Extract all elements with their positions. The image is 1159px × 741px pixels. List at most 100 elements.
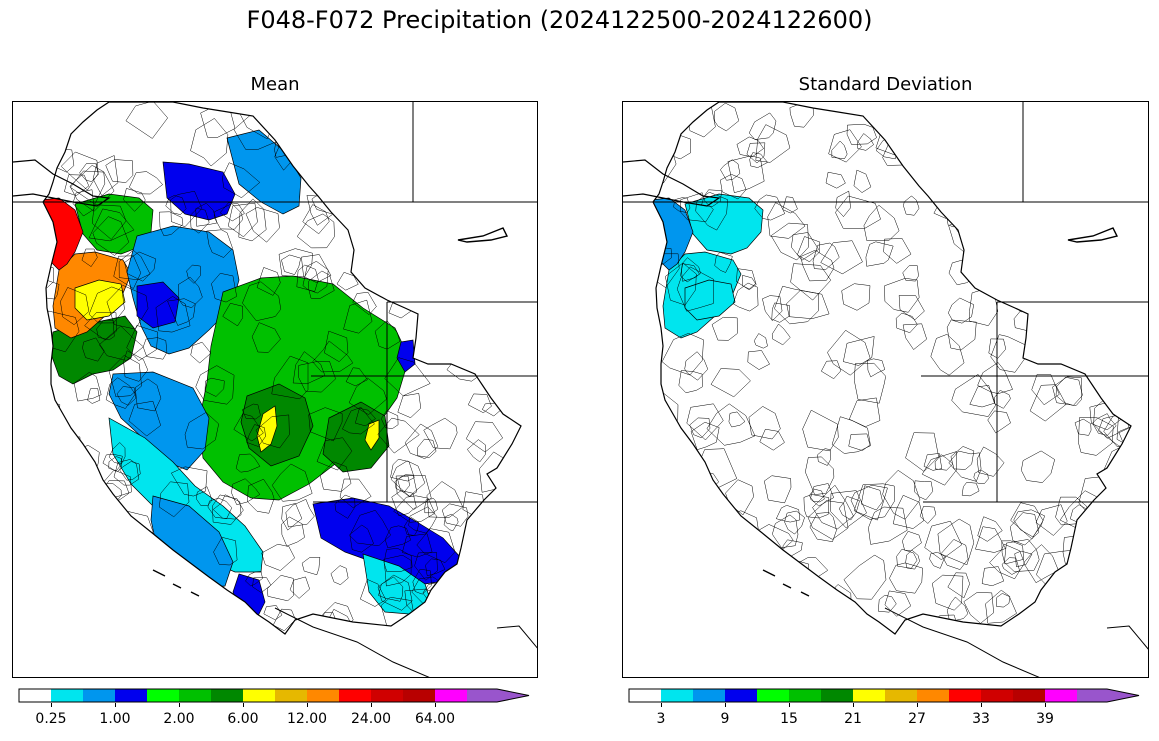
mean-basin-boundary (186, 264, 202, 284)
mean-basin-boundary (308, 270, 335, 299)
std-basin-boundary (861, 485, 883, 511)
std-basin-boundary (728, 411, 746, 428)
mean-basin-boundary (289, 576, 310, 599)
mean-basin-boundary (394, 475, 410, 493)
mean-map (12, 101, 538, 678)
mean-basin-boundary (411, 611, 446, 634)
mean-colorbar-extend (467, 689, 529, 702)
mean-basin-boundary (51, 585, 74, 614)
mean-border-line (496, 625, 537, 649)
std-basin-boundary (808, 488, 825, 503)
mean-basin-boundary (496, 242, 511, 261)
mean-basin-boundary (495, 206, 514, 223)
std-basin-boundary (748, 112, 777, 140)
mean-basin-boundary (482, 364, 505, 394)
std-basin-boundary (748, 406, 781, 440)
mean-basin-boundary (238, 198, 267, 242)
mean-basin-boundary (330, 565, 349, 585)
mean-basin-boundary (96, 319, 115, 341)
std-basin-boundary (841, 283, 871, 311)
mean-colorbar-tick-label: 64.00 (414, 711, 456, 727)
mean-basin-boundary (457, 588, 473, 607)
std-basin-boundary (853, 483, 895, 520)
std-basin-boundary (884, 278, 920, 313)
mean-basin-boundary (401, 187, 432, 216)
mean-basin-boundary (79, 598, 117, 632)
std-basin-boundary (948, 450, 982, 482)
mean-basin-boundary (339, 478, 372, 509)
std-basin-boundary (956, 147, 987, 174)
mean-basin-boundary (424, 498, 439, 514)
std-basin-boundary (1062, 198, 1104, 243)
mean-basin-boundary (43, 500, 70, 548)
mean-basin-boundary (285, 498, 315, 528)
std-basin-boundary (1108, 293, 1131, 325)
std-basin-boundary (1087, 334, 1119, 363)
mean-basin-boundary (118, 249, 151, 281)
std-basin-boundary (1029, 384, 1067, 422)
mean-basin-boundary (123, 350, 149, 382)
std-basin-boundary (710, 368, 751, 398)
mean-basin-boundary (498, 507, 519, 531)
mean-basin-boundary (271, 463, 313, 502)
std-basin-boundary (994, 102, 1021, 127)
mean-colorbar-segment (339, 689, 371, 702)
mean-basin-boundary (167, 298, 196, 326)
mean-basin-boundary (73, 371, 102, 402)
std-basin-boundary (964, 167, 982, 184)
mean-basin-boundary (108, 355, 142, 398)
std-basin-boundary (1007, 105, 1031, 128)
std-basin-boundary (1074, 418, 1092, 436)
std-basin-boundary (1112, 331, 1130, 352)
mean-basin-boundary (143, 546, 164, 570)
mean-basin-boundary (438, 608, 471, 634)
std-colorbar-tick (853, 703, 854, 707)
std-colorbar-tick (725, 703, 726, 707)
mean-basin-boundary (113, 459, 140, 486)
std-basin-boundary (867, 358, 886, 378)
mean-basin-boundary (465, 421, 504, 453)
mean-basin-boundary (88, 208, 135, 242)
mean-colorbar-tick-label: 0.25 (35, 711, 67, 727)
mean-basin-boundary (113, 255, 142, 289)
mean-basin-boundary (384, 357, 431, 397)
std-basin-boundary (878, 594, 897, 613)
mean-basin-boundary (319, 461, 352, 492)
std-colorbar-tick-label: 21 (844, 711, 862, 727)
std-basin-boundary (828, 129, 862, 163)
mean-basin-boundary (342, 407, 375, 435)
mean-island (152, 569, 200, 597)
mean-basin-boundary (423, 417, 458, 450)
mean-basin-boundary (57, 553, 86, 584)
mean-basin-boundary (338, 170, 365, 205)
std-basin-boundary (921, 451, 957, 486)
mean-colorbar-tick (179, 703, 180, 707)
mean-basin-boundary (83, 584, 111, 612)
mean-basin-boundary (88, 286, 125, 324)
std-basin-boundary (802, 614, 838, 634)
mean-basin-boundary (134, 378, 162, 412)
mean-basin-boundary (408, 506, 438, 534)
mean-colorbar-segment (147, 689, 179, 702)
std-basin-boundary (994, 389, 1011, 409)
std-basin-boundary (898, 295, 925, 321)
std-basin-boundary (786, 290, 830, 319)
mean-basin-boundary (211, 273, 237, 303)
mean-basin-boundary (70, 170, 106, 205)
mean-basin-boundary (380, 410, 399, 430)
std-basin-boundary (667, 604, 699, 634)
mean-basin-boundary (195, 365, 235, 405)
mean-basin-boundary (242, 281, 282, 322)
mean-basin-boundary (245, 571, 263, 587)
std-basin-boundary (868, 506, 908, 545)
std-colorbar-segment (981, 689, 1013, 702)
std-basin-boundary (809, 512, 837, 542)
mean-basin-boundary (168, 610, 186, 627)
std-basin-boundary (1115, 492, 1131, 514)
std-basin-boundary (987, 410, 1011, 434)
mean-colorbar-segment (275, 689, 307, 702)
std-basin-boundary (948, 297, 974, 324)
mean-colorbar-outline (18, 688, 530, 703)
mean-basin-boundary (45, 538, 70, 573)
mean-basin-boundary (333, 128, 368, 164)
